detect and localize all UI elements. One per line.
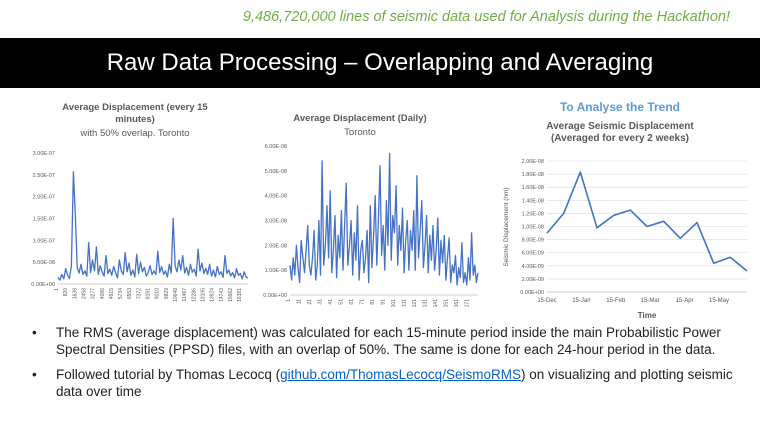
chart1-xtick-label: 8191 <box>146 288 152 299</box>
chart1-plot: 0.00E+00 5.00E-08 1.00E-07 1.50E-07 2.00E-07… <box>31 151 249 302</box>
chart3-xtick-label: 15-Jan <box>572 298 590 304</box>
chart1-xtick-label: 5734 <box>118 288 124 299</box>
chart2-xtick-label: 141 <box>433 299 439 308</box>
chart1-xtick-label: 1 <box>54 288 60 291</box>
chart1-xtick-label: 9829 <box>164 288 170 299</box>
chart1-xtick-label: 15562 <box>228 288 234 302</box>
chart3-ytick-label: 1.80E-08 <box>522 172 544 178</box>
chart1-xtick-label: 12286 <box>191 288 197 302</box>
chart3-xlabel: Time <box>638 311 657 320</box>
chart3-xtick-label: 15-Mar <box>641 298 660 304</box>
chart1-xtick-label: 13105 <box>200 288 206 302</box>
slide-title-text: Raw Data Processing – Overlapping and Av… <box>106 49 654 76</box>
chart3-ytick-label: 1.60E-08 <box>522 185 544 191</box>
chart3-ytick-label: 0.00E+00 <box>520 290 544 296</box>
chart3-ytick-label: 1.40E-08 <box>522 198 544 204</box>
chart3-xtick-label: 15-Feb <box>606 298 626 304</box>
chart1-ytick-label: 1.50E-07 <box>33 217 55 223</box>
chart1-xtick-label: 11467 <box>182 288 188 302</box>
chart1-ytick-label: 0.00E+00 <box>31 282 55 288</box>
chart3-ylabel: Seismic Displacement (nm) <box>503 187 510 266</box>
chart1-ytick-label: 1.00E-07 <box>33 238 55 244</box>
chart2-ytick-label: 6.00E-08 <box>265 144 287 150</box>
chart1-subtitle: with 50% overlap. Toronto <box>80 128 190 139</box>
chart1-xtick-label: 4915 <box>109 288 115 299</box>
chart3-ytick-label: 1.20E-08 <box>522 211 544 217</box>
chart2-xtick-label: 161 <box>454 299 460 308</box>
chart1-xtick-label: 820 <box>63 288 69 297</box>
chart2-xtick-label: 21 <box>307 299 313 305</box>
chart2-xtick-label: 81 <box>370 299 376 305</box>
chart2-xtick-label: 51 <box>339 299 345 305</box>
chart2-xtick-label: 41 <box>328 299 334 305</box>
chart2-xtick-label: 61 <box>349 299 355 305</box>
chart2-xtick-label: 1 <box>286 299 292 302</box>
chart1-ytick-label: 3.00E-07 <box>33 151 55 157</box>
chart1-xtick-label: 9010 <box>155 288 161 299</box>
bullet-tutorial-pre: Followed tutorial by Thomas Lecocq ( <box>56 367 281 382</box>
chart1-xtick-label: 7372 <box>136 288 142 299</box>
slide-title: Raw Data Processing – Overlapping and Av… <box>0 38 760 88</box>
chart1-xtick-label: 3277 <box>91 288 97 299</box>
chart2-ytick-label: 4.00E-08 <box>265 194 287 200</box>
bullet-rms-text: The RMS (average displacement) was calcu… <box>56 325 721 357</box>
chart2-title: Average Displacement (Daily) <box>293 113 427 124</box>
chart3-ytick-label: 4.00E-09 <box>522 264 544 270</box>
chart3-ytick-label: 8.00E-09 <box>522 238 544 244</box>
chart3-ytick-label: 2.00E-08 <box>522 159 544 165</box>
bullet-list: • The RMS (average displacement) was calc… <box>30 324 750 408</box>
chart3-xtick-label: 15-May <box>709 298 729 304</box>
bullet-tutorial-post: ) on visualizing and plotting seismic da… <box>56 367 733 399</box>
chart2-ytick-label: 1.00E-08 <box>265 268 287 274</box>
chart1-xtick-label: 14743 <box>219 288 225 302</box>
chart3-xtick-label: 15-Apr <box>676 298 694 304</box>
chart3-ytick-label: 1.00E-08 <box>522 225 544 231</box>
chart2-xtick-label: 171 <box>465 299 471 308</box>
chart1-xtick-label: 16381 <box>237 288 243 302</box>
chart2-xtick-label: 11 <box>297 299 303 304</box>
chart1-xtick-label: 10648 <box>173 288 179 302</box>
bullet-tutorial: • Followed tutorial by Thomas Lecocq (git… <box>30 366 750 400</box>
chart1-ytick-label: 5.00E-08 <box>33 260 55 266</box>
chart2-xtick-label: 151 <box>444 299 450 308</box>
chart1-xtick-label: 1639 <box>72 288 78 299</box>
chart1-ytick-label: 2.00E-07 <box>33 195 55 201</box>
seismorms-link[interactable]: github.com/ThomasLecocq/SeismoRMS <box>280 367 521 382</box>
chart2-xtick-label: 121 <box>412 299 418 308</box>
chart2-ytick-label: 2.00E-08 <box>265 243 287 249</box>
chart3-ytick-label: 2.00E-09 <box>522 277 544 283</box>
bullet-dot: • <box>32 367 37 382</box>
chart3-title: Average Seismic Displacement (Averaged f… <box>546 121 694 144</box>
chart1-xtick-label: 6553 <box>127 288 133 299</box>
chart1-ytick-label: 2.50E-07 <box>33 173 55 179</box>
chart2-xtick-label: 31 <box>318 299 324 305</box>
chart3-ytick-label: 6.00E-09 <box>522 251 544 257</box>
bullet-dot: • <box>32 325 37 340</box>
chart3-plot: 0.00E+00 2.00E-09 4.00E-09 6.00E-09 8.00E-09… <box>503 159 748 320</box>
chart2-ytick-label: 3.00E-08 <box>265 219 287 225</box>
chart2-series-line <box>289 152 479 286</box>
chart3-xtick-label: 15-Dec <box>537 298 556 304</box>
chart3-series-line <box>546 171 748 272</box>
chart1-series-line <box>57 171 249 281</box>
chart2-xtick-label: 101 <box>391 299 397 308</box>
chart2-ytick-label: 0.00E+00 <box>263 293 287 299</box>
chart1-xtick-label: 4096 <box>100 288 106 299</box>
chart2-ytick-label: 5.00E-08 <box>265 169 287 175</box>
trend-label: To Analyse the Trend <box>559 100 681 114</box>
chart1-title: Average Displacement (every 15 minutes) <box>62 102 208 125</box>
chart1-xtick-label: 13924 <box>210 288 216 302</box>
chart2-plot: 0.00E+00 1.00E-08 2.00E-08 3.00E-08 4.00E-08… <box>263 144 479 308</box>
chart2-xtick-label: 111 <box>402 299 408 307</box>
chart2-xtick-label: 91 <box>381 299 387 305</box>
chart2-xtick-label: 131 <box>423 299 429 308</box>
chart2-xtick-label: 71 <box>360 299 366 305</box>
bullet-rms: • The RMS (average displacement) was calc… <box>30 324 750 358</box>
hackathon-data-note: 9,486,720,000 lines of seismic data used… <box>242 9 730 25</box>
chart2-subtitle: Toronto <box>344 127 376 138</box>
chart1-xtick-label: 2458 <box>81 288 87 299</box>
